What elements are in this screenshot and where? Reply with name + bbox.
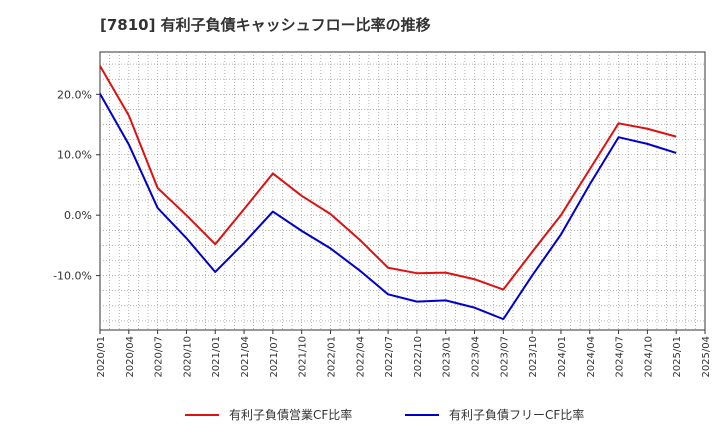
x-tick-label: 2024/07 (615, 336, 626, 378)
x-tick-label: 2022/04 (355, 336, 366, 378)
y-tick-label: 10.0% (57, 149, 92, 162)
x-tick-label: 2020/10 (182, 336, 193, 378)
x-tick-label: 2023/01 (442, 336, 453, 378)
x-tick-label: 2024/04 (586, 336, 597, 378)
x-tick-label: 2022/07 (384, 336, 395, 378)
x-tick-label: 2024/01 (557, 336, 568, 378)
series-line-2 (99, 93, 677, 321)
chart-title: [7810] 有利子負債キャッシュフロー比率の推移 (100, 16, 431, 34)
x-tick-label: 2023/10 (528, 336, 539, 378)
series-line-1 (99, 65, 677, 291)
x-tick-label: 2021/10 (298, 336, 309, 378)
x-tick-label: 2025/04 (701, 336, 712, 378)
x-tick-label: 2020/07 (154, 336, 165, 378)
legend-label-1: 有利子負債営業CF比率 (229, 407, 352, 422)
x-tick-label: 2021/04 (240, 336, 251, 378)
x-tick-label: 2020/01 (96, 336, 107, 378)
x-tick-label: 2020/04 (125, 336, 136, 378)
x-tick-label: 2025/01 (672, 336, 683, 378)
x-tick-label: 2022/01 (326, 336, 337, 378)
x-tick-label: 2023/07 (499, 336, 510, 378)
x-tick-label: 2021/01 (211, 336, 222, 378)
x-tick-label: 2023/04 (471, 336, 482, 378)
plot-area (99, 51, 706, 331)
y-tick-label: -10.0% (53, 270, 92, 283)
y-tick-label: 20.0% (57, 88, 92, 101)
x-tick-label: 2022/10 (413, 336, 424, 378)
legend-label-2: 有利子負債フリーCF比率 (449, 407, 584, 422)
y-tick-label: 0.0% (64, 209, 92, 222)
x-tick-label: 2024/10 (643, 336, 654, 378)
x-tick-label: 2021/07 (269, 336, 280, 378)
